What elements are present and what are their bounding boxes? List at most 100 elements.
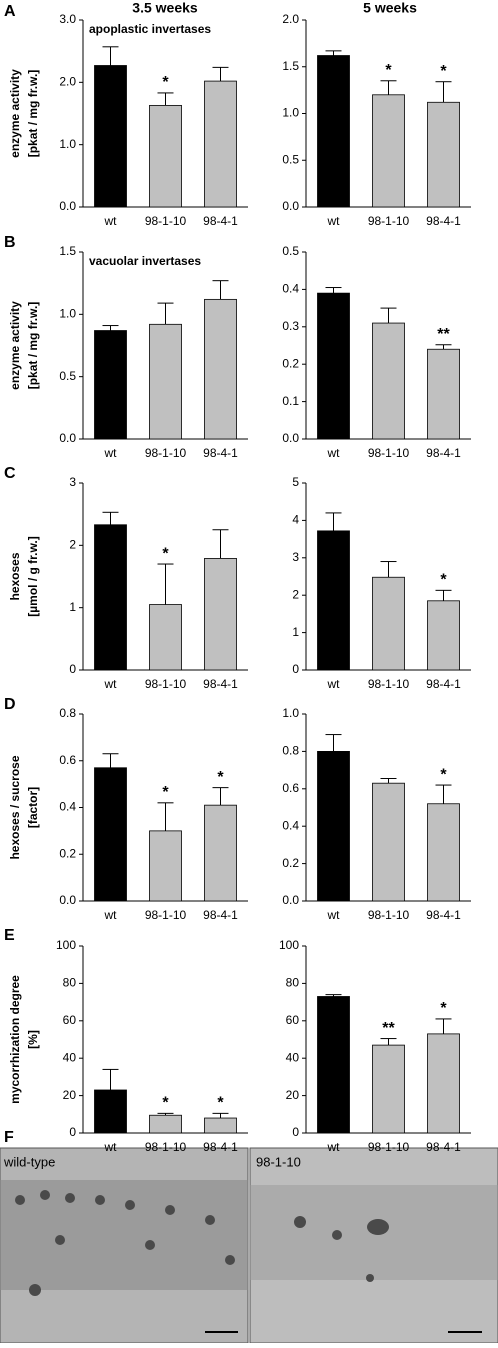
x-tick-label: 98-1-10 — [368, 446, 410, 460]
image-label: 98-1-10 — [256, 1154, 301, 1169]
x-tick-label: wt — [104, 214, 118, 228]
x-tick-label: wt — [327, 677, 341, 691]
y-tick-label: 60 — [63, 1013, 77, 1027]
significance-label: * — [440, 63, 447, 80]
bar — [427, 1033, 460, 1134]
significance-label: ** — [437, 326, 450, 343]
y-tick-label: 2 — [69, 538, 76, 552]
vesicles — [15, 1190, 389, 1296]
bar — [149, 604, 182, 671]
x-tick-label: 98-4-1 — [426, 446, 461, 460]
y-tick-label: 1 — [69, 600, 76, 614]
y-tick-label: 0 — [69, 1125, 76, 1139]
x-tick-label: 98-4-1 — [203, 908, 238, 922]
x-tick-label: 98-1-10 — [368, 214, 410, 228]
y-tick-label: 0.8 — [282, 744, 299, 758]
x-tick-label: 98-1-10 — [368, 677, 410, 691]
y-tick-label: 100 — [56, 938, 76, 952]
bar — [204, 298, 237, 440]
y-tick-label: 100 — [279, 938, 299, 952]
x-tick-label: 98-4-1 — [426, 908, 461, 922]
x-tick-label: 98-1-10 — [145, 908, 187, 922]
y-tick-label: 1.0 — [59, 137, 76, 151]
image-label: wild-type — [3, 1154, 55, 1169]
significance-label: * — [440, 572, 447, 589]
bar — [372, 576, 405, 671]
y-tick-label: 0 — [292, 1125, 299, 1139]
significance-label: * — [440, 1000, 447, 1017]
y-tick-label: 0.4 — [59, 800, 76, 814]
bar — [372, 322, 405, 440]
bar — [94, 1089, 127, 1134]
y-tick-label: 3 — [69, 475, 76, 489]
y-tick-label: 0.2 — [59, 846, 76, 860]
y-tick-label: 40 — [286, 1050, 300, 1064]
significance-label: * — [217, 769, 224, 786]
bar — [427, 600, 460, 671]
y-tick-label: 1.0 — [282, 706, 299, 720]
x-tick-label: 98-1-10 — [145, 446, 187, 460]
y-tick-label: 0.2 — [282, 356, 299, 370]
y-tick-label: 0.8 — [59, 706, 76, 720]
y-tick-label: 2.0 — [282, 12, 299, 26]
x-tick-label: wt — [104, 908, 118, 922]
y-tick-label: 3 — [292, 550, 299, 564]
bar — [94, 767, 127, 902]
significance-label: * — [162, 74, 169, 91]
bar — [204, 80, 237, 208]
significance-label: ** — [382, 1020, 395, 1037]
y-tick-label: 1.0 — [282, 106, 299, 120]
bar — [149, 1114, 182, 1134]
x-tick-label: 98-1-10 — [145, 214, 187, 228]
y-tick-label: 20 — [63, 1088, 77, 1102]
y-tick-label: 0.0 — [59, 431, 76, 445]
x-tick-label: 98-4-1 — [203, 446, 238, 460]
x-tick-label: 98-1-10 — [145, 677, 187, 691]
x-tick-label: 98-4-1 — [426, 1140, 461, 1154]
panel-label: D — [4, 696, 16, 713]
bar — [427, 803, 460, 902]
bar — [372, 1044, 405, 1134]
x-tick-label: wt — [327, 1140, 341, 1154]
y-tick-label: 0.0 — [59, 199, 76, 213]
significance-label: * — [162, 784, 169, 801]
y-tick-label: 3.0 — [59, 12, 76, 26]
y-tick-label: 2 — [292, 587, 299, 601]
bar — [372, 94, 405, 208]
bar — [204, 1117, 237, 1134]
bar — [94, 330, 127, 440]
y-axis-label: [pkat / mg fr.w.] — [26, 302, 40, 390]
x-tick-label: wt — [327, 214, 341, 228]
panel-label: F — [4, 1129, 14, 1146]
y-tick-label: 0.2 — [282, 856, 299, 870]
bar — [317, 55, 350, 208]
x-tick-label: 98-4-1 — [203, 677, 238, 691]
y-tick-label: 0 — [292, 662, 299, 676]
y-tick-label: 0.5 — [59, 369, 76, 383]
significance-label: * — [217, 1095, 224, 1112]
bar — [427, 101, 460, 208]
y-tick-label: 80 — [63, 976, 77, 990]
y-tick-label: 0.0 — [59, 893, 76, 907]
bar — [317, 530, 350, 671]
y-tick-label: 0.0 — [282, 893, 299, 907]
significance-label: * — [162, 545, 169, 562]
y-tick-label: 80 — [286, 976, 300, 990]
root-shape — [0, 1180, 248, 1290]
x-tick-label: wt — [104, 1140, 118, 1154]
y-tick-label: 0.0 — [282, 199, 299, 213]
bar — [204, 558, 237, 671]
annotation: apoplastic invertases — [89, 22, 211, 36]
y-axis-label: enzyme activity — [8, 69, 22, 158]
y-tick-label: 5 — [292, 475, 299, 489]
x-tick-label: 98-4-1 — [426, 677, 461, 691]
significance-label: * — [385, 62, 392, 79]
x-tick-label: wt — [327, 908, 341, 922]
column-header: 5 weeks — [363, 0, 417, 16]
column-header: 3.5 weeks — [132, 0, 198, 16]
x-tick-label: 98-4-1 — [426, 214, 461, 228]
y-axis-label: [pkat / mg fr.w.] — [26, 70, 40, 158]
panel-label: C — [4, 465, 16, 482]
y-tick-label: 0.5 — [282, 244, 299, 258]
